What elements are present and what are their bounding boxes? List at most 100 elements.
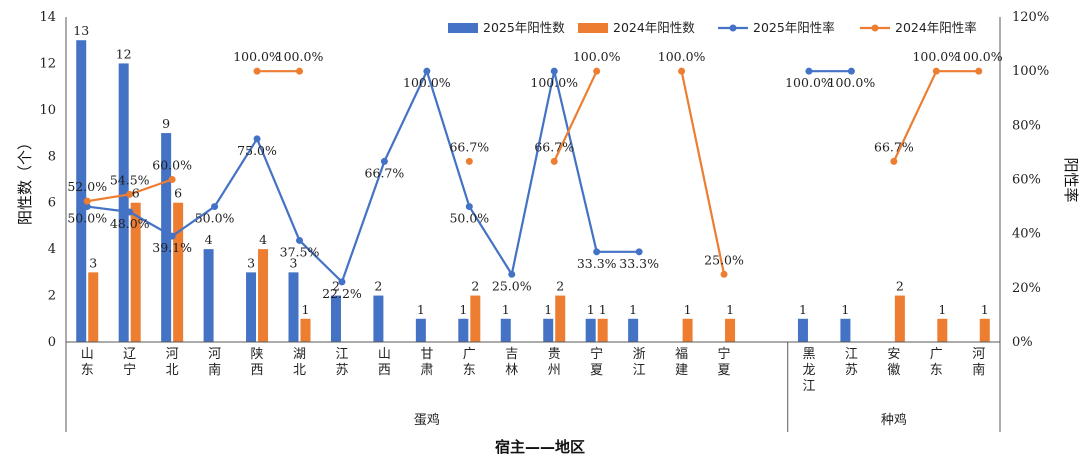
line-value-label: 48.0% (110, 216, 150, 231)
bar-value-label: 1 (459, 302, 467, 317)
bar-value-label: 1 (417, 302, 425, 317)
bar (597, 318, 608, 342)
x-tick-label: 广东 (463, 347, 476, 378)
line-value-label: 100.0% (912, 49, 960, 64)
x-tick-label: 吉林 (505, 347, 518, 378)
bar (173, 202, 184, 342)
y2-tick-label: 80% (1012, 118, 1041, 133)
series-line (87, 68, 640, 284)
series-point (168, 176, 176, 183)
series-point (126, 208, 134, 216)
bar (130, 202, 141, 342)
series-point (380, 157, 388, 165)
bar (470, 295, 481, 342)
x-tick-label: 陕西 (251, 347, 264, 378)
series-point (211, 203, 219, 211)
bar-value-label: 1 (599, 302, 607, 317)
line-value-label: 100.0% (403, 75, 451, 90)
series-point (508, 270, 516, 278)
legend-label: 2024年阳性率 (895, 20, 977, 35)
bar-value-label: 1 (841, 302, 849, 317)
bar-value-label: 2 (896, 279, 904, 294)
series-point (975, 67, 983, 75)
x-tick-label: 河南 (208, 347, 221, 378)
y-axis-title: 阳性数（个） (16, 135, 34, 225)
y2-tick-label: 20% (1012, 281, 1041, 296)
line-value-label: 75.0% (237, 143, 277, 158)
bar (797, 318, 808, 342)
y2-tick-label: 60% (1012, 173, 1041, 188)
line-value-label: 22.2% (322, 286, 362, 301)
legend-label: 2025年阳性数 (483, 20, 565, 35)
x-tick-label: 安徽 (887, 347, 900, 378)
y-tick-label: 10 (39, 103, 56, 118)
bar-value-label: 1 (587, 302, 595, 317)
x-tick-label: 山西 (378, 347, 391, 378)
x-tick-label: 黑龙江 (802, 347, 815, 394)
bar-value-label: 1 (938, 302, 946, 317)
legend-marker (729, 24, 737, 32)
x-tick-label: 福建 (675, 347, 688, 378)
bar (937, 318, 948, 342)
line-value-label: 100.0% (276, 49, 324, 64)
line-value-label: 50.0% (67, 211, 107, 226)
line-value-label: 100.0% (955, 49, 1003, 64)
y2-tick-label: 0% (1012, 335, 1033, 350)
series-point (847, 67, 855, 75)
series-point (593, 248, 601, 256)
bar (88, 272, 99, 342)
bar (246, 272, 257, 342)
y-tick-label: 12 (39, 56, 56, 71)
bar (76, 40, 87, 342)
series-point (465, 203, 473, 211)
line-value-label: 100.0% (785, 75, 833, 90)
y2-tick-label: 100% (1012, 64, 1049, 79)
series-point (253, 67, 261, 75)
bar-value-label: 2 (374, 279, 382, 294)
legend-swatch (578, 23, 608, 33)
line-value-label: 52.0% (67, 179, 107, 194)
line-value-label: 50.0% (449, 211, 489, 226)
bar (628, 318, 639, 342)
bar-value-label: 1 (629, 302, 637, 317)
bar-value-label: 3 (247, 255, 255, 270)
line-value-label: 50.0% (195, 211, 235, 226)
bar-value-label: 2 (556, 279, 564, 294)
bar (725, 318, 736, 342)
series-point (550, 157, 558, 165)
series-point (465, 157, 473, 165)
bar-value-label: 1 (726, 302, 734, 317)
y-tick-label: 2 (48, 289, 56, 304)
series-point (550, 67, 558, 75)
y-tick-label: 6 (48, 196, 56, 211)
x-tick-label: 山东 (81, 347, 94, 378)
series-point (168, 232, 176, 240)
bar-value-label: 13 (73, 23, 89, 38)
y-tick-label: 14 (39, 10, 56, 25)
line-value-label: 39.1% (152, 240, 192, 255)
line-value-label: 33.3% (619, 256, 659, 271)
series-point (338, 278, 346, 286)
y-tick-label: 8 (48, 149, 56, 164)
series-point (83, 203, 91, 211)
bar (300, 318, 311, 342)
series-line (680, 70, 726, 275)
series-point (890, 157, 898, 165)
line-value-label: 100.0% (573, 49, 621, 64)
bar-value-label: 4 (259, 232, 267, 247)
bar-value-label: 6 (174, 186, 182, 201)
line-value-label: 25.0% (492, 278, 532, 293)
x-tick-label: 浙江 (633, 347, 646, 378)
x-axis-title: 宿主——地区 (495, 438, 585, 456)
legend-swatch (448, 23, 478, 33)
line-value-label: 66.7% (874, 139, 914, 154)
y2-tick-label: 40% (1012, 227, 1041, 242)
line-value-label: 100.0% (658, 49, 706, 64)
line-value-label: 66.7% (449, 139, 489, 154)
line-value-label: 37.5% (280, 244, 320, 259)
x-tick-label: 河南 (972, 347, 985, 378)
bar (543, 318, 554, 342)
series-point (296, 67, 303, 75)
